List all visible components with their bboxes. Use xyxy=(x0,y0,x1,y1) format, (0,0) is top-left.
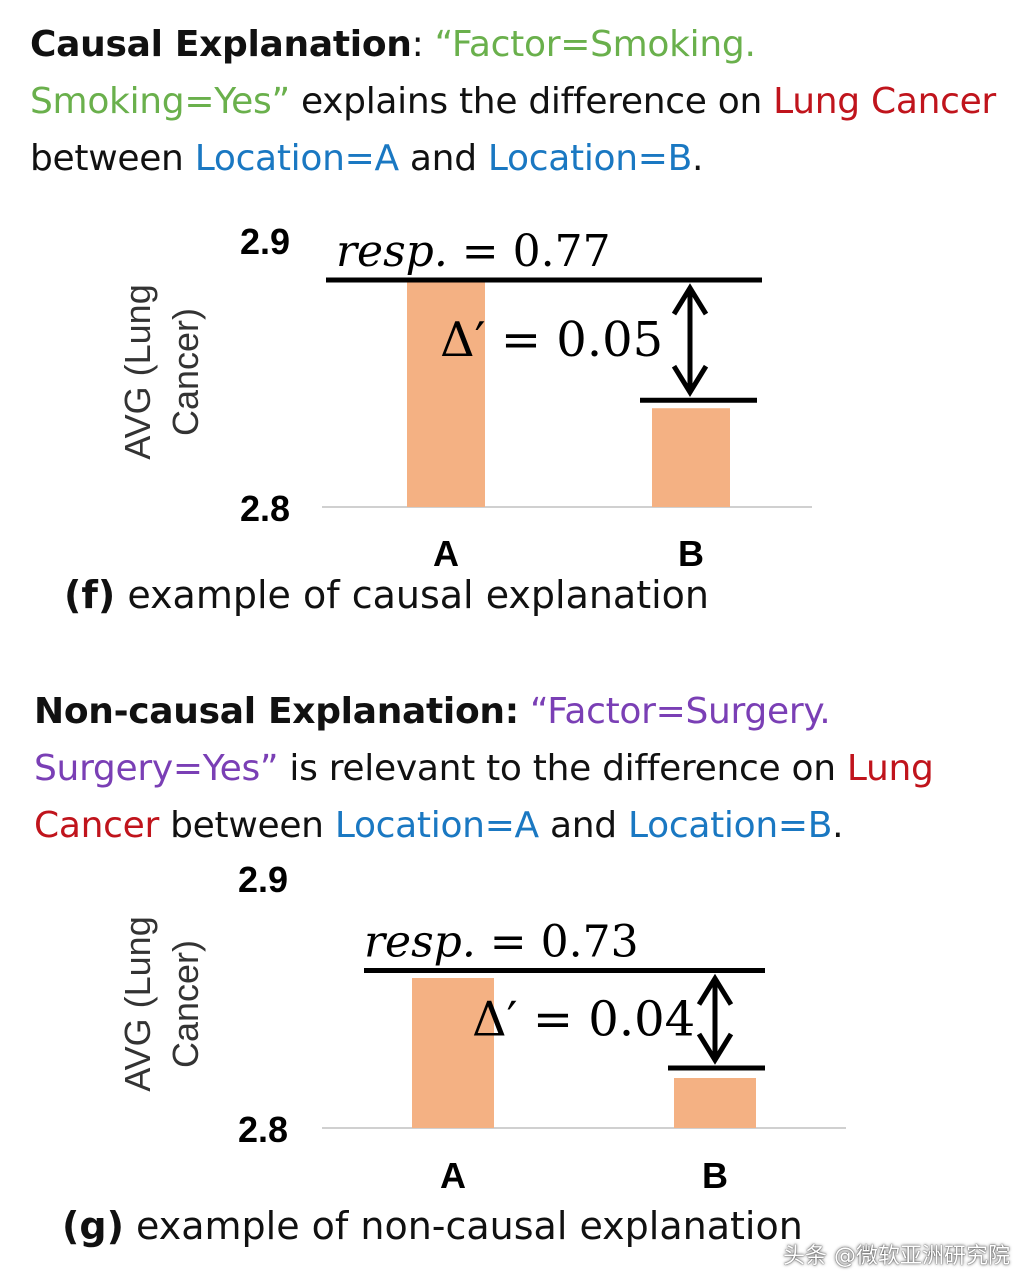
non-causal-heading: Non-causal Explanation: xyxy=(34,691,519,732)
caption-g: (g) example of non-causal explanation xyxy=(62,1204,803,1248)
x-tick-label-b: B xyxy=(702,1155,728,1196)
y-axis-label: AVG (Lung Cancer) xyxy=(117,284,206,459)
x-tick-label-b: B xyxy=(678,533,704,574)
bar-a xyxy=(407,280,485,507)
arrow-head-up xyxy=(696,973,734,1006)
y-axis-label-line2: Cancer) xyxy=(165,308,206,436)
y-tick-label-bottom: 2.8 xyxy=(238,1109,288,1150)
response-label: resp. = 0.77 xyxy=(336,226,611,277)
arrow-head-up xyxy=(671,283,709,316)
location-a-text: Location=A xyxy=(334,805,539,846)
x-tick-label-a: A xyxy=(440,1155,466,1196)
value-quote: Surgery=Yes” xyxy=(34,748,279,789)
bar-a xyxy=(412,978,494,1128)
factor-quote: “Factor=Smoking. xyxy=(434,24,756,65)
y-axis-label-line2: Cancer) xyxy=(165,940,206,1068)
y-tick-label-top: 2.9 xyxy=(240,221,290,262)
y-tick-label-top: 2.9 xyxy=(238,859,288,900)
bar-b xyxy=(652,408,730,507)
watermark: 头条 @微软亚洲研究院 xyxy=(783,1244,1010,1269)
bar-b xyxy=(674,1078,756,1128)
delta-label: Δ′ = 0.04 xyxy=(472,991,695,1047)
causal-explanation-text: Causal Explanation: “Factor=Smoking. Smok… xyxy=(30,24,996,179)
y-axis-label-line1: AVG (Lung xyxy=(117,916,158,1091)
non-causal-explanation-text: Non-causal Explanation: “Factor=Surgery.… xyxy=(34,691,934,846)
factor-quote: “Factor=Surgery. xyxy=(518,691,831,732)
arrow-head-down xyxy=(671,364,709,397)
location-b-text: Location=B xyxy=(487,138,693,179)
y-axis-label: AVG (Lung Cancer) xyxy=(117,916,206,1091)
measure-text: Lung Cancer xyxy=(34,748,934,846)
measure-text: Lung Cancer xyxy=(773,81,996,122)
value-quote: Smoking=Yes” xyxy=(30,81,290,122)
delta-label: Δ′ = 0.05 xyxy=(440,312,663,368)
y-axis-label-line1: AVG (Lung xyxy=(117,284,158,459)
response-label: resp. = 0.73 xyxy=(364,917,639,968)
arrow-head-down xyxy=(696,1032,734,1065)
caption-f: (f) example of causal explanation xyxy=(64,573,710,617)
causal-heading: Causal Explanation xyxy=(30,24,412,65)
location-b-text: Location=B xyxy=(628,805,833,846)
y-tick-label-bottom: 2.8 xyxy=(240,488,290,529)
x-tick-label-a: A xyxy=(433,533,459,574)
location-a-text: Location=A xyxy=(194,138,399,179)
